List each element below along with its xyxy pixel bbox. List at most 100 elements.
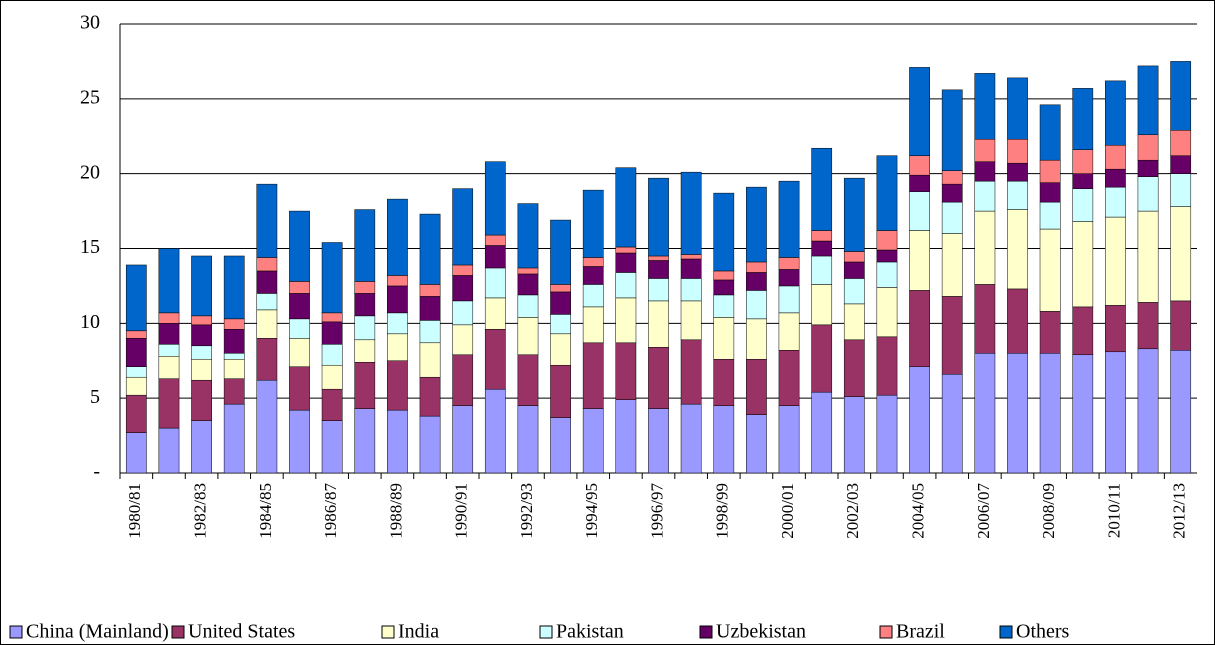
bar-segment (256, 270, 278, 294)
bar-segment (223, 359, 245, 379)
bar-segment (746, 261, 767, 273)
bar-segment (321, 321, 343, 345)
bar-segment (582, 189, 604, 258)
bar-segment (713, 359, 735, 406)
bar-segment (909, 366, 930, 474)
legend-label: Uzbekistan (716, 621, 806, 643)
x-tick-label: 1984/85 (256, 483, 275, 539)
bar-segment (321, 312, 343, 323)
bar-segment (876, 287, 898, 338)
bar-segment (648, 278, 669, 302)
legend-swatch (539, 625, 553, 639)
bar-segment (125, 432, 147, 474)
bar-segment (256, 338, 278, 381)
bar-segment (158, 378, 180, 429)
bar-segment (484, 161, 506, 236)
bar-segment (452, 188, 474, 266)
bar-segment (354, 361, 376, 409)
bar-segment (843, 177, 865, 252)
x-tick-label: 2006/07 (974, 483, 993, 539)
x-tick-label: 1982/83 (190, 483, 209, 539)
bar-segment (1170, 173, 1192, 207)
bar-segment (517, 317, 539, 356)
bar-segment (354, 281, 376, 294)
bar-segment (582, 266, 604, 285)
bar-segment (1170, 206, 1192, 302)
legend-label: United States (188, 621, 295, 643)
bar-segment (158, 312, 180, 324)
bar-segment (125, 338, 147, 367)
bar-segment (484, 329, 506, 390)
bar-segment (1007, 180, 1028, 210)
bar-segment (615, 399, 637, 474)
bar-segment (648, 177, 669, 257)
bar-segment (289, 318, 310, 339)
bar-segment (876, 394, 898, 474)
bar-segment (811, 240, 833, 257)
bar-segment (1072, 88, 1094, 150)
bar-segment (1039, 228, 1061, 312)
bar-segment (256, 309, 278, 339)
bar-segment (746, 290, 767, 320)
bar-segment (1072, 188, 1094, 222)
x-tick-label: 2012/13 (1170, 483, 1189, 539)
bar-segment (713, 317, 735, 360)
bar-segment (256, 257, 278, 272)
y-tick-label: - (93, 461, 100, 483)
bar-segment (713, 270, 735, 281)
bar-segment (615, 252, 637, 273)
bar-segment (1137, 302, 1159, 350)
legend-label: Others (1016, 621, 1070, 643)
legend-label: China (Mainland) (26, 621, 169, 643)
bar-segment (387, 360, 408, 411)
bar-segment (223, 353, 245, 360)
bar-segment (648, 300, 669, 348)
bar-segment (289, 366, 310, 411)
bar-segment (419, 296, 441, 321)
bar-segment (680, 258, 702, 279)
bar-segment (909, 67, 930, 156)
bar-segment (419, 376, 441, 417)
bar-segment (974, 210, 996, 285)
bar-segment (811, 255, 833, 285)
legend-swatch (381, 625, 395, 639)
bar-segment (256, 183, 278, 258)
bar-segment (941, 89, 963, 171)
bar-segment (974, 353, 996, 474)
y-tick-label: 10 (80, 311, 100, 333)
bar-segment (1039, 104, 1061, 161)
bar-segment (191, 379, 212, 421)
bar-segment (550, 364, 571, 418)
bar-segment (941, 233, 963, 297)
bar-segment (1007, 138, 1028, 164)
bar-segment (680, 254, 702, 260)
bar-segment (125, 394, 147, 433)
bar-segment (843, 339, 865, 397)
bar-segment (941, 183, 963, 203)
bar-segment (843, 396, 865, 474)
bar-segment (321, 242, 343, 314)
bar-segment (1105, 144, 1126, 170)
bar-segment (484, 267, 506, 299)
x-tick-label: 1986/87 (321, 483, 340, 539)
bar-segment (746, 318, 767, 360)
x-tick-label: 2000/01 (778, 483, 797, 539)
bar-segment (191, 324, 212, 347)
bar-segment (289, 210, 310, 282)
bar-segment (125, 366, 147, 378)
bar-segment (1007, 209, 1028, 290)
bar-segment (713, 405, 735, 474)
bar-segment (843, 261, 865, 279)
x-tick-label: 2008/09 (1039, 483, 1058, 539)
bar-segment (1007, 77, 1028, 140)
bar-segment (615, 297, 637, 344)
bar-segment (811, 147, 833, 231)
bar-segment (713, 279, 735, 296)
bar-segment (680, 171, 702, 255)
bar-segment (354, 339, 376, 363)
bar-segment (1072, 173, 1094, 189)
y-tick-label: 30 (80, 12, 100, 34)
bar-segment (680, 300, 702, 341)
bar-segment (1007, 288, 1028, 354)
bar-segment (484, 245, 506, 269)
